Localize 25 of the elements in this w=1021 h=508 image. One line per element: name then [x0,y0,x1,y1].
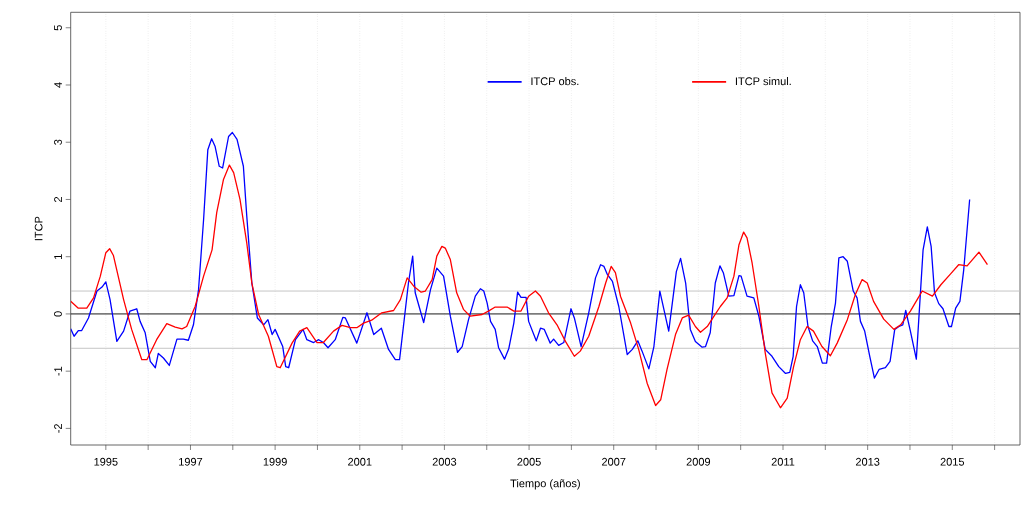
x-tick-label: 2013 [855,457,880,466]
x-tick-label: 2009 [686,457,711,466]
x-axis-title: Tiempo (años) [510,479,580,490]
legend-label: ITCP obs. [531,77,579,86]
x-tick-label: 2011 [771,457,795,466]
x-tick-label: 1997 [179,457,203,466]
y-tick-label: -2 [54,424,62,433]
x-tick-label: 2005 [517,457,541,466]
y-tick-label: 0 [54,311,62,317]
x-tick-label: 2001 [348,457,372,466]
x-tick-label: 2007 [602,457,626,466]
y-tick-label: 4 [54,82,62,88]
line-series [70,164,989,409]
y-tick-label: -1 [54,366,62,376]
y-tick-label: 1 [54,254,62,259]
x-tick-label: 1995 [94,457,118,466]
y-tick-label: 2 [54,196,62,202]
y-tick-label: 3 [54,139,62,145]
x-tick-label: 2015 [940,457,965,466]
line-series [70,131,971,379]
y-tick-label: 5 [54,25,62,31]
y-axis-title: ITCP [34,216,43,241]
x-tick-label: 2003 [432,457,457,466]
x-tick-label: 1999 [263,457,287,466]
legend-label: ITCP simul. [735,77,791,86]
